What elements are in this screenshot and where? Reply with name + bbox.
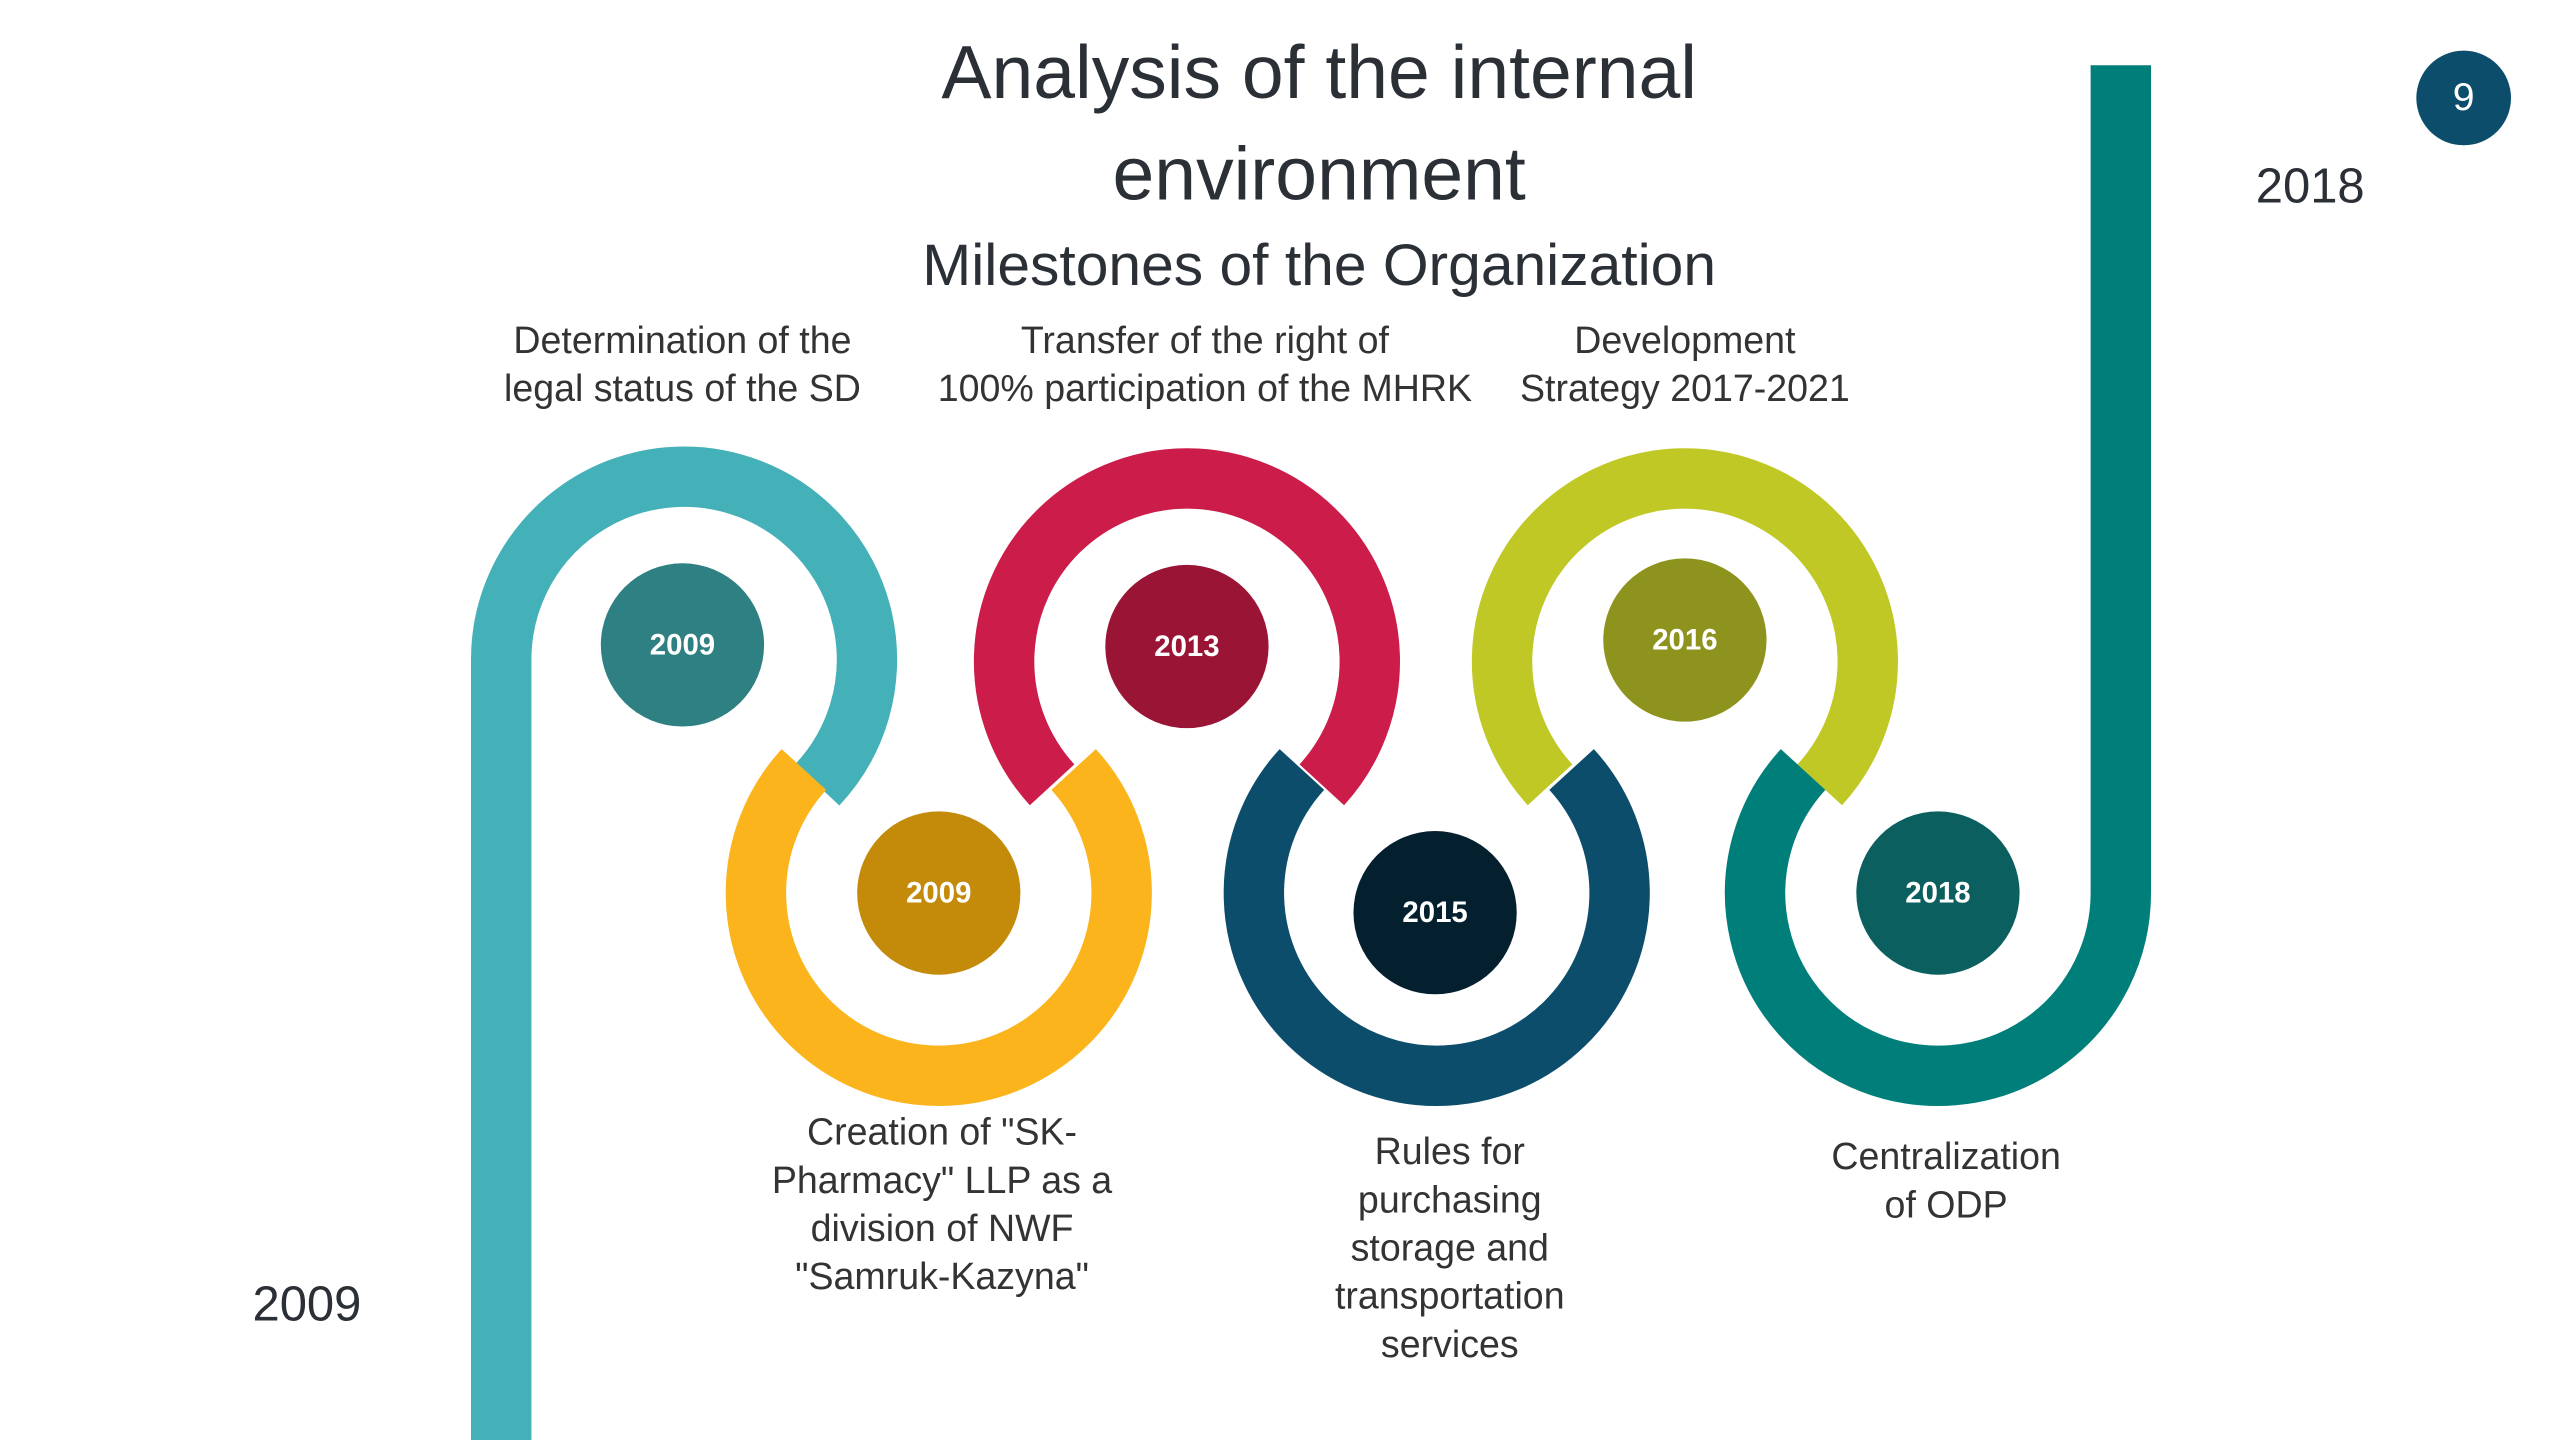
- milestone-label: services: [1381, 1323, 1519, 1365]
- page-number: 9: [2453, 76, 2475, 119]
- milestone-dot: [1105, 564, 1269, 729]
- milestone-label: Development: [1574, 319, 1796, 361]
- ring-segment: [471, 446, 898, 1440]
- milestone-label: storage and: [1351, 1227, 1549, 1269]
- milestone-label: legal status of the SD: [504, 367, 861, 409]
- milestone-label: Rules for: [1375, 1130, 1525, 1172]
- milestone-dot: [1353, 831, 1517, 995]
- ring-segment: [1724, 65, 2152, 1107]
- milestone-label: "Samruk-Kazyna": [795, 1255, 1089, 1297]
- milestone-label: Strategy 2017-2021: [1520, 367, 1850, 409]
- page-badge: [2416, 50, 2512, 146]
- milestone-year: 2016: [1652, 623, 1717, 656]
- milestone-label: 100% participation of the MHRK: [938, 367, 1472, 409]
- milestone-year: 2013: [1154, 630, 1219, 663]
- milestone-year: 2009: [650, 628, 715, 661]
- ring-segment: [973, 448, 1400, 806]
- subtitle: Milestones of the Organization: [922, 233, 1716, 298]
- milestone-label: Pharmacy" LLP as a: [772, 1159, 1112, 1201]
- milestone-label: Determination of the: [513, 319, 851, 361]
- milestone-dot: [1603, 558, 1767, 722]
- start-year: 2009: [252, 1278, 361, 1332]
- milestone-label: Centralization: [1831, 1135, 2061, 1177]
- title: Analysis of the internal: [941, 30, 1697, 114]
- ring-segment: [725, 749, 1152, 1107]
- title: environment: [1113, 131, 1526, 215]
- milestone-label: Transfer of the right of: [1021, 319, 1390, 361]
- milestone-dot: [600, 563, 765, 727]
- timeline-path: [471, 65, 2152, 1440]
- milestone-year: 2015: [1402, 896, 1467, 929]
- milestone-year: 2009: [906, 876, 971, 909]
- ring-segment: [1471, 448, 1898, 806]
- milestone-label: purchasing: [1358, 1178, 1542, 1220]
- milestone-label: Creation of "SK-: [807, 1111, 1077, 1153]
- end-year: 2018: [2256, 159, 2365, 213]
- milestone-label: transportation: [1335, 1275, 1565, 1317]
- ring-segment: [1223, 749, 1650, 1107]
- milestone-label: of ODP: [1885, 1183, 2008, 1225]
- milestone-year: 2018: [1905, 876, 1970, 909]
- milestone-dot: [1856, 811, 2020, 975]
- milestone-label: division of NWF: [811, 1207, 1074, 1249]
- milestone-dot: [857, 811, 1021, 975]
